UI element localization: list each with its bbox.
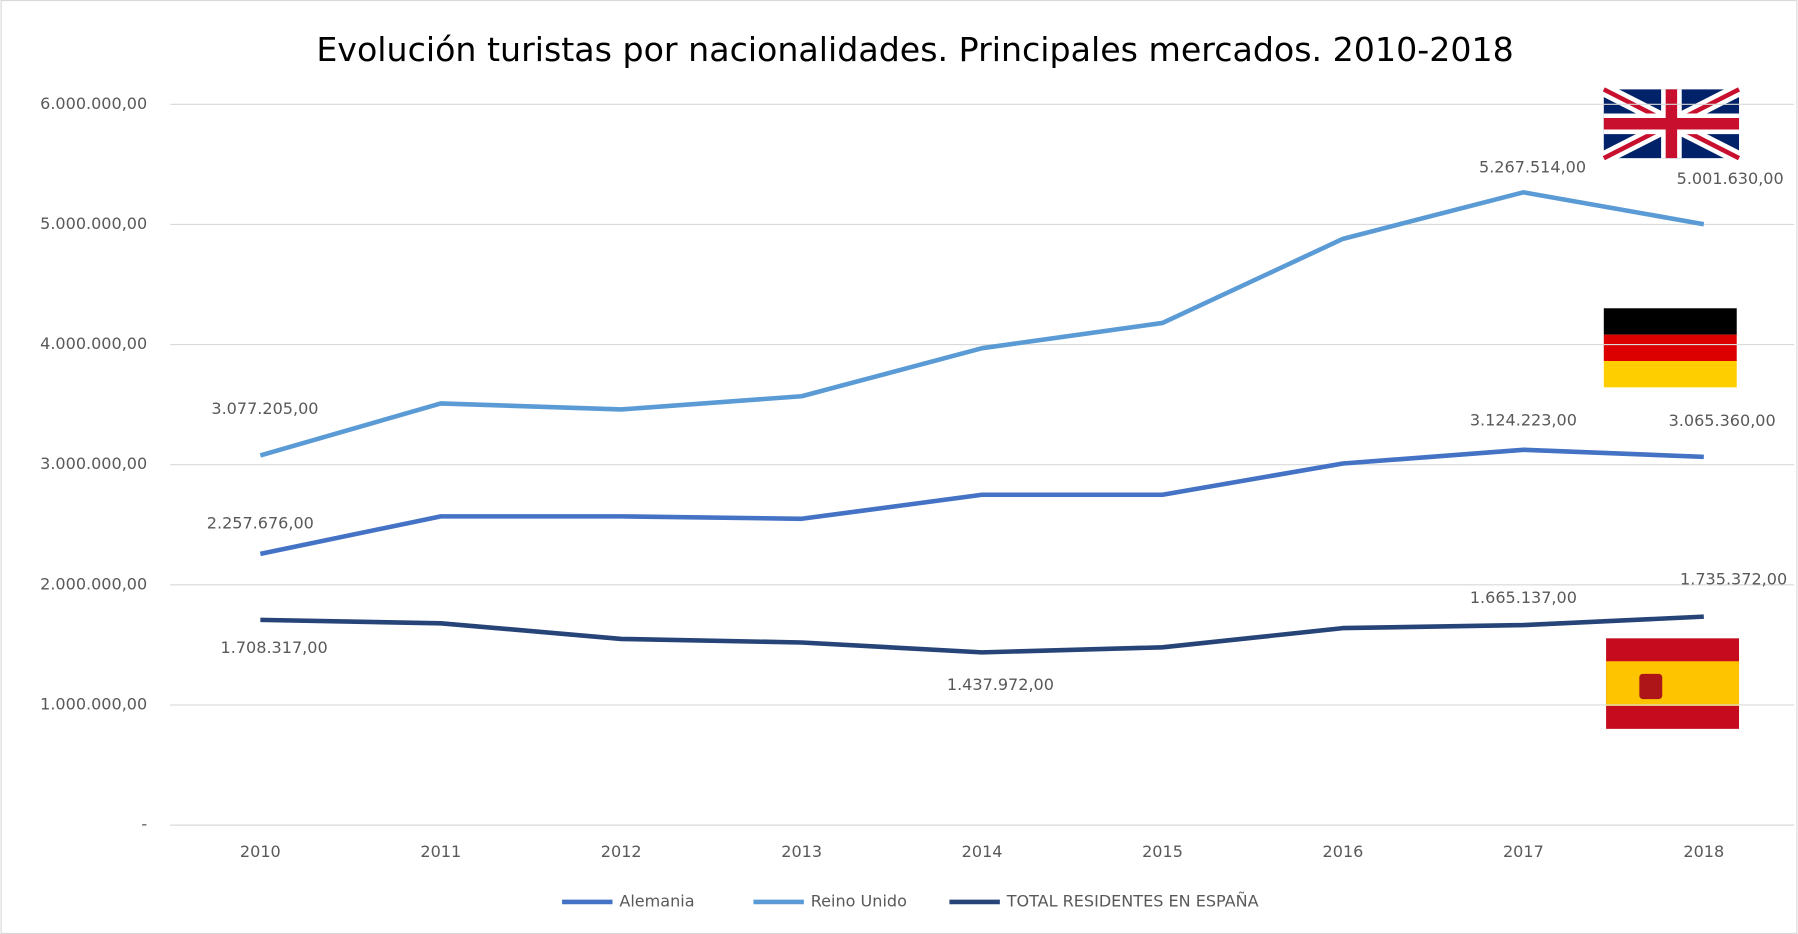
series-line [259, 189, 1705, 458]
data-label: 3.124.223,00 [1470, 411, 1577, 430]
y-tick-label: 3.000.000,00 [40, 454, 147, 473]
x-tick-label: 2014 [962, 842, 1003, 861]
series-line [260, 614, 1704, 655]
data-label: 3.077.205,00 [211, 399, 318, 418]
data-label: 1.708.317,00 [221, 638, 328, 657]
data-label: 5.267.514,00 [1479, 158, 1586, 177]
x-tick-label: 2012 [601, 842, 642, 861]
x-tick-label: 2016 [1323, 842, 1364, 861]
y-tick-label: 2.000.000,00 [40, 574, 147, 593]
x-tick-label: 2018 [1683, 842, 1724, 861]
y-tick-label: 5.000.000,00 [40, 214, 147, 233]
legend-label: TOTAL RESIDENTES EN ESPAÑA [1006, 891, 1259, 910]
x-tick-label: 2013 [781, 842, 822, 861]
data-label: 3.065.360,00 [1669, 411, 1776, 430]
series-line [259, 447, 1704, 557]
y-tick-label: 1.000.000,00 [40, 694, 147, 713]
flag-spain [1606, 638, 1740, 729]
data-label: 2.257.676,00 [207, 514, 314, 533]
x-tick-label: 2011 [420, 842, 461, 861]
data-label: 5.001.630,00 [1677, 169, 1784, 188]
y-tick-label: 6.000.000,00 [40, 94, 147, 113]
x-tick-label: 2010 [240, 842, 281, 861]
data-label: 1.735.372,00 [1680, 569, 1787, 588]
legend-label: Reino Unido [811, 891, 907, 910]
data-label: 1.665.137,00 [1470, 588, 1577, 607]
y-tick-label: - [141, 815, 147, 834]
legend-label: Alemania [619, 891, 694, 910]
flag-germany [1603, 308, 1737, 388]
y-tick-label: 4.000.000,00 [40, 334, 147, 353]
x-tick-label: 2017 [1503, 842, 1544, 861]
chart-title: Evolución turistas por nacionalidades. P… [316, 30, 1513, 69]
x-tick-label: 2015 [1142, 842, 1183, 861]
flag-uk [1600, 83, 1743, 165]
data-label: 1.437.972,00 [947, 675, 1054, 694]
